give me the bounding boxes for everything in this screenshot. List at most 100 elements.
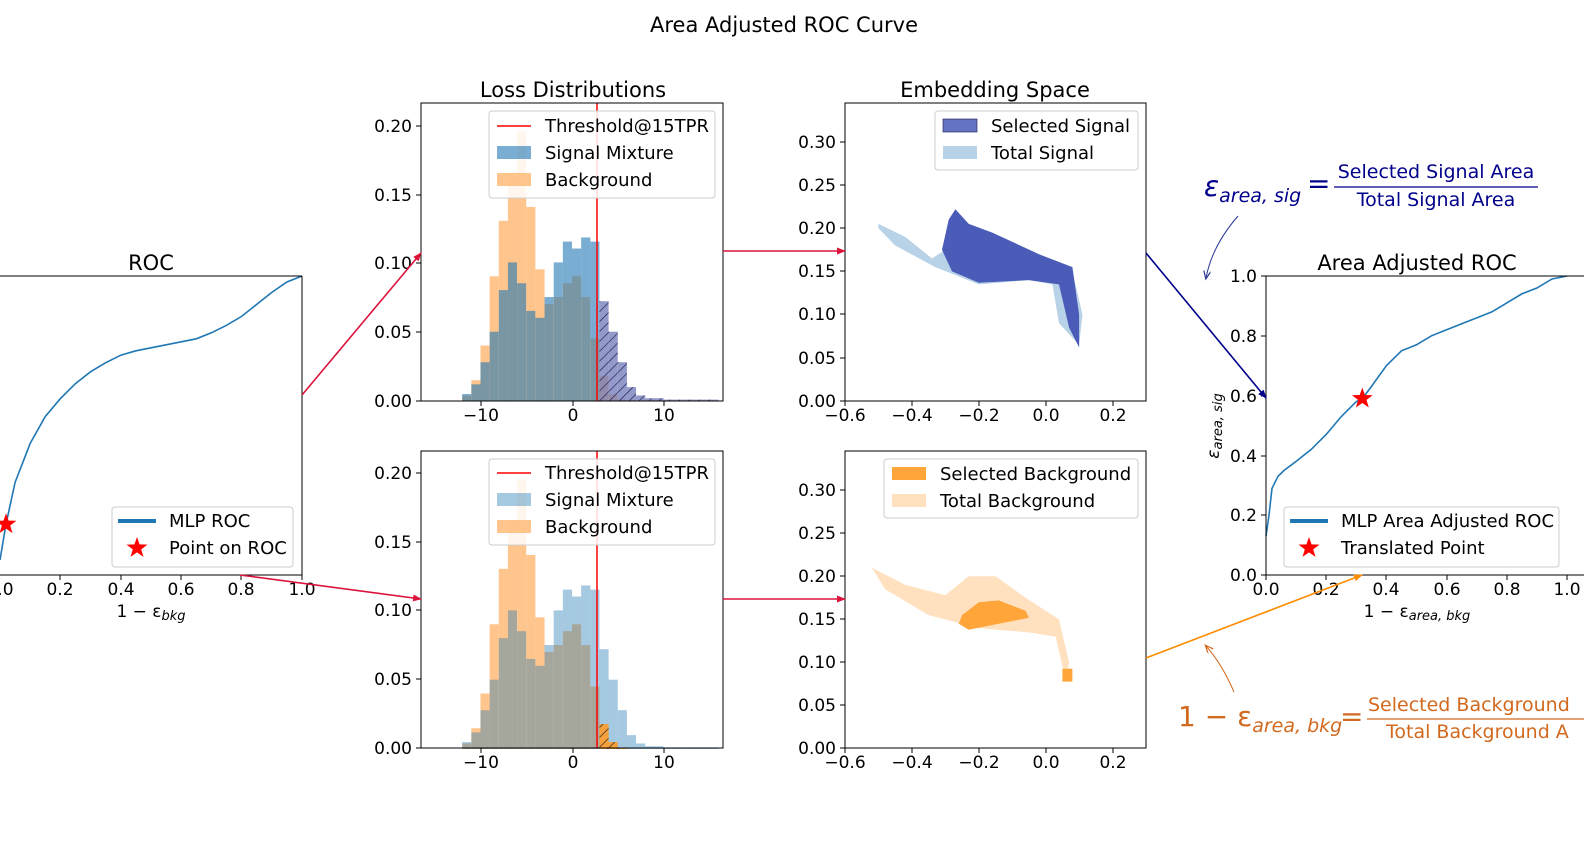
legend-total-background-swatch	[892, 494, 926, 507]
emb-top-legend: Selected Signal Total Signal	[934, 110, 1139, 171]
background-hist-bar	[581, 645, 591, 749]
emb-top-ytick: 0.30	[798, 133, 836, 153]
emb-top-xtick: −0.6	[824, 406, 865, 426]
emb-top-ytick: 0.15	[798, 262, 836, 282]
area-adjusted-roc-panel: Area Adjusted ROC 0.0 0.2 0.4 0.6 0.8 1.…	[1204, 251, 1584, 624]
roc-marker	[0, 513, 17, 534]
eq-bkg-denominator: Total Background A	[1385, 721, 1569, 743]
background-area-equation: 1 − εarea, bkg = Selected Background Tot…	[1178, 694, 1584, 743]
signal-hist-bar	[471, 384, 481, 401]
embedding-top-regions	[878, 209, 1083, 348]
background-hist-bar	[517, 478, 527, 749]
signal-hist-bar	[636, 395, 646, 401]
signal-hist-bar	[608, 331, 618, 401]
aroc-legend-label: Translated Point	[1340, 538, 1485, 559]
loss-bottom-histograms	[462, 478, 719, 749]
legend-label: Selected Background	[940, 464, 1131, 485]
aroc-xtick: 0.8	[1493, 580, 1520, 600]
loss-top-xtick: 0	[568, 406, 579, 426]
aroc-xlabel: 1 − εarea, bkg	[1364, 602, 1471, 624]
signal-hist-bar	[553, 610, 563, 749]
embedding-title: Embedding Space	[900, 78, 1090, 102]
legend-label: Signal Mixture	[545, 490, 674, 511]
emb-bottom-ytick: 0.30	[798, 481, 836, 501]
loss-top-ytick: 0.00	[374, 392, 412, 412]
eq-bkg-lhs: 1 − εarea, bkg	[1178, 700, 1342, 737]
signal-hist-bar	[645, 398, 664, 401]
background-hist-bar	[480, 693, 490, 749]
aroc-star-marker	[1351, 387, 1373, 408]
signal-hist-bar	[626, 735, 637, 749]
loss-bottom-ytick: 0.05	[374, 670, 412, 690]
emb-top-ytick: 0.10	[798, 305, 836, 325]
emb-top-xtick: −0.2	[958, 406, 999, 426]
aroc-ytick: 1.0	[1230, 267, 1257, 287]
background-hist-bar	[471, 728, 481, 749]
selected-background-hist-bar	[599, 724, 609, 749]
aroc-xtick: 0.6	[1433, 580, 1460, 600]
signal-hist-bar	[626, 387, 637, 401]
emb-top-ytick: 0.05	[798, 349, 836, 369]
eq-sig-denominator: Total Signal Area	[1356, 189, 1516, 211]
eq-sig-lhs: εarea, sig	[1204, 170, 1301, 207]
legend-selected-background-swatch	[892, 467, 926, 480]
aroc-legend-label: MLP Area Adjusted ROC	[1341, 511, 1554, 532]
aroc-title: Area Adjusted ROC	[1317, 251, 1516, 275]
signal-hist-bar	[517, 283, 527, 401]
roc-xtick: 0.0	[0, 580, 14, 600]
embedding-bottom-panel: 0.00 0.05 0.10 0.15 0.20 0.25 0.30 −0.6 …	[798, 450, 1147, 773]
signal-hist-bar	[581, 585, 591, 749]
aroc-legend-star-swatch	[1298, 537, 1320, 557]
background-hist-bar	[498, 568, 508, 749]
legend-total-signal-swatch	[943, 146, 977, 159]
signal-hist-bar	[617, 710, 627, 749]
signal-hist-bar	[471, 732, 481, 749]
embedding-bottom-regions	[871, 567, 1073, 682]
aroc-ytick: 0.0	[1230, 566, 1257, 586]
loss-bottom-xtick: 10	[653, 753, 675, 773]
signal-hist-bar	[700, 399, 719, 401]
signal-hist-bar	[572, 596, 582, 749]
signal-hist-bar	[526, 658, 536, 749]
eq-sig-numerator: Selected Signal Area	[1338, 161, 1535, 183]
selected-background-region	[958, 600, 1029, 630]
emb-bottom-ytick: 0.00	[798, 739, 836, 759]
legend-signal-swatch	[497, 493, 531, 506]
background-hist-bar	[553, 645, 563, 749]
signal-hist-bar	[599, 301, 609, 401]
background-hist-bar	[544, 651, 554, 749]
roc-xtick: 1.0	[288, 580, 315, 600]
arrow-roc-to-loss-top	[301, 252, 422, 396]
emb-bottom-xtick: −0.2	[958, 753, 999, 773]
signal-hist-bar	[517, 631, 527, 749]
aroc-line	[1265, 275, 1568, 537]
signal-hist-bar	[489, 331, 499, 401]
curved-arrow-signal-eq	[1206, 215, 1239, 278]
signal-hist-bar	[480, 710, 490, 749]
loss-title: Loss Distributions	[480, 78, 666, 102]
emb-bottom-legend: Selected Background Total Background	[883, 458, 1139, 519]
loss-bottom-ytick: 0.00	[374, 739, 412, 759]
legend-label: Threshold@15TPR	[544, 463, 709, 484]
signal-hist-bar	[498, 290, 508, 401]
emb-bottom-ytick: 0.20	[798, 567, 836, 587]
roc-legend-label: Point on ROC	[169, 538, 287, 559]
loss-top-ytick: 0.20	[374, 117, 412, 137]
signal-hist-bar	[462, 394, 472, 401]
roc-legend-label: MLP ROC	[169, 511, 250, 532]
signal-hist-bar	[617, 362, 627, 401]
emb-bottom-xtick: −0.6	[824, 753, 865, 773]
arrow-roc-to-loss-bottom	[239, 574, 422, 602]
roc-line	[0, 275, 303, 561]
curved-arrow-background-eq	[1206, 646, 1235, 693]
loss-top-histograms	[462, 130, 719, 401]
loss-bottom-ytick: 0.15	[374, 533, 412, 553]
signal-hist-bar	[535, 665, 545, 749]
signal-hist-bar	[535, 317, 545, 401]
emb-top-xtick: 0.0	[1032, 406, 1059, 426]
signal-area-equation: εarea, sig = Selected Signal Area Total …	[1204, 161, 1538, 211]
signal-hist-bar	[590, 589, 600, 749]
legend-background-swatch	[497, 520, 531, 533]
selected-signal-region	[942, 209, 1080, 348]
signal-hist-bar	[681, 399, 701, 401]
